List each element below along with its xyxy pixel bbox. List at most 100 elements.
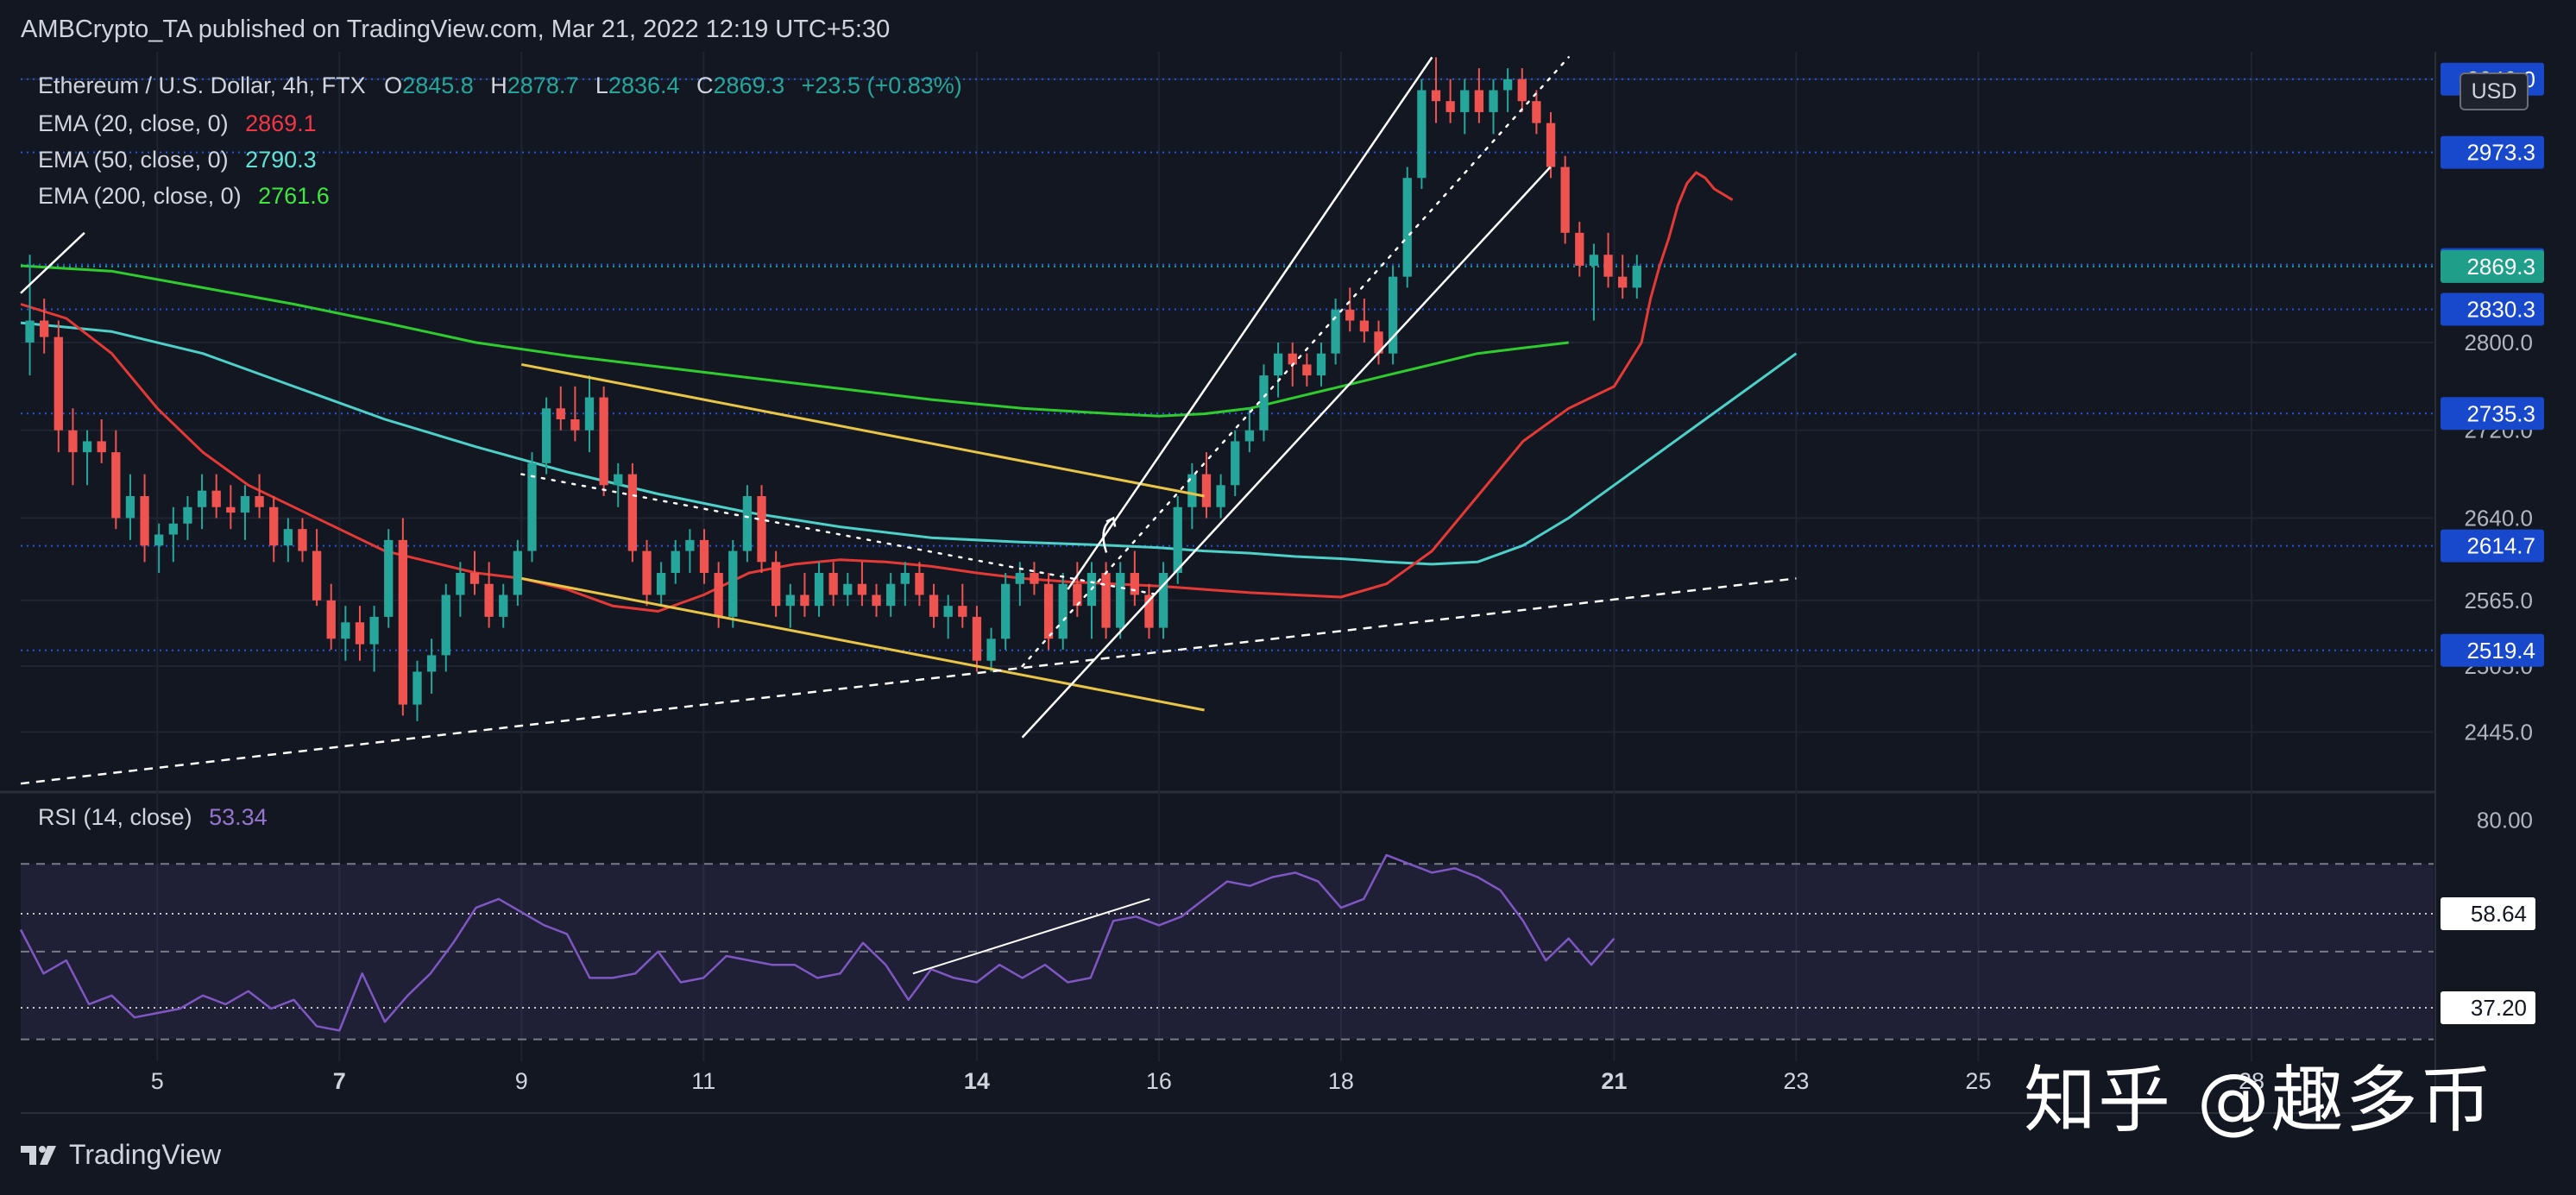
candle[interactable] xyxy=(570,386,580,442)
ema50-legend[interactable]: EMA (50, close, 0) 2790.3 xyxy=(38,147,320,173)
candle[interactable] xyxy=(183,496,192,540)
candle[interactable] xyxy=(1259,364,1269,442)
candle[interactable] xyxy=(1201,452,1212,519)
candle[interactable] xyxy=(269,496,279,563)
candle[interactable] xyxy=(255,474,264,519)
candle[interactable] xyxy=(326,583,336,651)
candle[interactable] xyxy=(1030,562,1039,595)
candle[interactable] xyxy=(742,485,753,563)
candle[interactable] xyxy=(456,562,465,617)
ascending-channel-lower[interactable] xyxy=(1021,166,1552,739)
candle[interactable] xyxy=(1058,573,1068,651)
candle[interactable] xyxy=(1618,255,1628,299)
breakout-arrow[interactable] xyxy=(1102,516,1117,553)
candle[interactable] xyxy=(513,539,523,607)
candle[interactable] xyxy=(426,638,437,694)
candle[interactable] xyxy=(857,562,867,607)
candle[interactable] xyxy=(40,299,49,354)
candle[interactable] xyxy=(140,474,149,563)
candle[interactable] xyxy=(1460,79,1470,135)
falling-wedge-lower[interactable] xyxy=(521,576,1205,712)
candle[interactable] xyxy=(369,606,379,672)
symbol-name[interactable]: Ethereum / U.S. Dollar, 4h, FTX xyxy=(38,72,366,98)
candle[interactable] xyxy=(1043,573,1054,651)
candle[interactable] xyxy=(240,485,250,540)
rsi-divergence-line[interactable] xyxy=(912,897,1150,975)
candle[interactable] xyxy=(125,474,135,540)
candle[interactable] xyxy=(900,562,910,607)
candle[interactable] xyxy=(541,397,551,475)
candle[interactable] xyxy=(958,583,967,628)
candle[interactable] xyxy=(1560,155,1570,244)
level-badge[interactable]: 2614.7 xyxy=(2441,529,2544,563)
candle[interactable] xyxy=(1517,68,1527,112)
candle[interactable] xyxy=(211,474,221,519)
candle[interactable] xyxy=(685,529,695,574)
candle[interactable] xyxy=(800,573,809,617)
candle[interactable] xyxy=(355,606,365,661)
candle[interactable] xyxy=(757,485,766,574)
candle[interactable] xyxy=(298,518,307,563)
candle[interactable] xyxy=(699,529,709,584)
candle[interactable] xyxy=(413,660,422,721)
candle[interactable] xyxy=(1445,79,1455,123)
ema20-line[interactable] xyxy=(20,171,1734,613)
candle[interactable] xyxy=(785,583,795,628)
candle[interactable] xyxy=(484,562,494,628)
candle[interactable] xyxy=(1374,320,1383,365)
candle[interactable] xyxy=(1101,562,1111,639)
candle[interactable] xyxy=(1359,299,1370,343)
candle[interactable] xyxy=(1632,255,1641,299)
candle[interactable] xyxy=(312,529,322,607)
candle[interactable] xyxy=(1244,408,1255,453)
ema20-legend[interactable]: EMA (20, close, 0) 2869.1 xyxy=(38,110,320,137)
candle[interactable] xyxy=(915,562,924,607)
rsi-level-badge[interactable]: 37.20 xyxy=(2441,991,2535,1024)
tradingview-logo[interactable]: TradingView xyxy=(19,1139,221,1171)
candle[interactable] xyxy=(1489,79,1498,135)
candle[interactable] xyxy=(283,518,293,563)
candle[interactable] xyxy=(1273,342,1283,398)
candle[interactable] xyxy=(1575,222,1584,277)
candle[interactable] xyxy=(1402,167,1412,288)
candle[interactable] xyxy=(1502,68,1513,112)
candle[interactable] xyxy=(168,506,178,563)
candle[interactable] xyxy=(1231,430,1240,497)
candle[interactable] xyxy=(772,550,781,617)
candle[interactable] xyxy=(1316,342,1326,387)
candle[interactable] xyxy=(441,583,450,672)
falling-wedge-upper[interactable] xyxy=(521,362,1205,498)
candle[interactable] xyxy=(1532,90,1541,135)
candle[interactable] xyxy=(154,523,164,574)
candle[interactable] xyxy=(197,474,207,530)
ascending-channel-upper[interactable] xyxy=(1067,56,1433,590)
candle[interactable] xyxy=(1546,111,1556,179)
candle[interactable] xyxy=(1116,562,1125,639)
candle[interactable] xyxy=(614,462,623,507)
candle[interactable] xyxy=(843,573,853,607)
support-trendline-dashed[interactable] xyxy=(20,577,1797,785)
candle[interactable] xyxy=(25,255,35,376)
candle[interactable] xyxy=(398,518,408,716)
candle[interactable] xyxy=(97,419,106,463)
candle[interactable] xyxy=(226,485,236,530)
candle[interactable] xyxy=(1331,299,1340,365)
candle[interactable] xyxy=(1216,474,1225,519)
candle[interactable] xyxy=(1345,287,1355,332)
candle[interactable] xyxy=(1431,57,1441,123)
candle[interactable] xyxy=(828,562,838,607)
candle[interactable] xyxy=(1589,243,1599,321)
candle[interactable] xyxy=(341,606,350,661)
rsi-level-badge[interactable]: 58.64 xyxy=(2441,896,2535,930)
candle[interactable] xyxy=(986,627,996,672)
level-badge[interactable]: 2973.3 xyxy=(2441,135,2544,169)
candle[interactable] xyxy=(656,562,666,607)
candle[interactable] xyxy=(384,529,394,628)
candle[interactable] xyxy=(1144,583,1154,639)
candle[interactable] xyxy=(1187,462,1197,530)
candle[interactable] xyxy=(68,408,78,486)
candle[interactable] xyxy=(728,539,738,628)
candle[interactable] xyxy=(1302,353,1312,387)
candle[interactable] xyxy=(943,594,953,639)
